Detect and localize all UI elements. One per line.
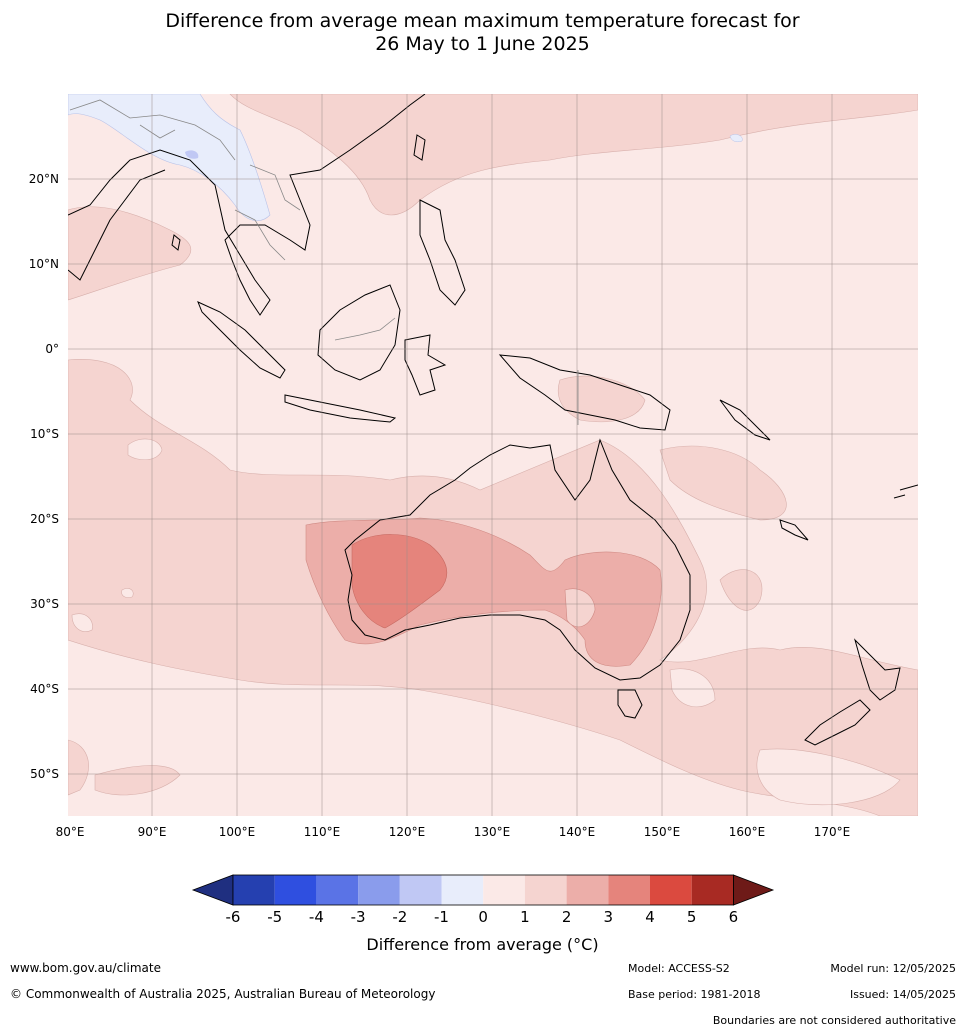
- issued-text: Issued: 14/05/2025: [849, 988, 956, 1001]
- colorbar-segment: [524, 875, 567, 905]
- colorbar-segment: [566, 875, 609, 905]
- colorbar-tick: -3: [351, 908, 366, 926]
- colorbar-segment: [274, 875, 317, 905]
- forecast-map: 80°E 90°E 100°E 110°E 120°E 130°E 140°E …: [29, 94, 918, 839]
- coastlines: [68, 94, 918, 746]
- lat-tick-40s: 40°S: [30, 682, 59, 696]
- colorbar-tick: 0: [478, 908, 488, 926]
- colorbar-tick: -6: [226, 908, 241, 926]
- graticule: [68, 94, 918, 816]
- colorbar-segment: [233, 875, 275, 905]
- country-borders: [69, 99, 579, 425]
- map-title: Difference from average mean maximum tem…: [0, 10, 965, 56]
- model-run-text: Model run: 12/05/2025: [830, 962, 956, 975]
- colorbar-label: Difference from average (°C): [366, 935, 599, 954]
- title-line-1: Difference from average mean maximum tem…: [165, 10, 800, 32]
- lat-tick-20s: 20°S: [30, 512, 59, 526]
- colorbar-tick: 1: [520, 908, 530, 926]
- colorbar-segment: [441, 875, 484, 905]
- colorbar-arrow-low: [191, 874, 234, 906]
- colorbar-tick: 3: [604, 908, 614, 926]
- anomaly-zone-3-4: [351, 534, 448, 629]
- colorbar-segment: [691, 875, 734, 905]
- lat-tick-30s: 30°S: [30, 597, 59, 611]
- lon-tick-100: 100°E: [219, 825, 256, 839]
- colorbar-arrow-high: [733, 874, 775, 906]
- anomaly-zone-neg1-0: [68, 94, 271, 222]
- base-period-text: Base period: 1981-2018: [628, 988, 761, 1001]
- lon-tick-120: 120°E: [389, 825, 426, 839]
- title-line-2: 26 May to 1 June 2025: [375, 33, 590, 55]
- copyright-text: © Commonwealth of Australia 2025, Austra…: [10, 987, 436, 1001]
- lat-tick-0: 0°: [45, 342, 59, 356]
- lat-tick-50s: 50°S: [30, 767, 59, 781]
- colorbar: -6 -5 -4 -3 -2 -1 0 1 2 3 4 5 6: [191, 874, 775, 926]
- colorbar-swatches: [191, 874, 775, 906]
- colorbar-tick: -1: [434, 908, 449, 926]
- colorbar-segment: [399, 875, 442, 905]
- lon-tick-labels: 80°E 90°E 100°E 110°E 120°E 130°E 140°E …: [56, 825, 851, 839]
- model-text: Model: ACCESS-S2: [628, 962, 730, 975]
- colorbar-tick: 5: [687, 908, 697, 926]
- colorbar-tick: 2: [562, 908, 572, 926]
- colorbar-segment: [608, 875, 650, 905]
- lon-tick-80: 80°E: [56, 825, 85, 839]
- colorbar-tick: 4: [645, 908, 655, 926]
- lon-tick-130: 130°E: [474, 825, 511, 839]
- lon-tick-170: 170°E: [814, 825, 851, 839]
- colorbar-outline: [232, 874, 734, 906]
- lon-tick-110: 110°E: [304, 825, 341, 839]
- website-link[interactable]: www.bom.gov.au/climate: [10, 961, 161, 975]
- lat-tick-10n: 10°N: [29, 257, 59, 271]
- lon-tick-150: 150°E: [644, 825, 681, 839]
- colorbar-tick: -5: [267, 908, 282, 926]
- colorbar-tick: 6: [729, 908, 739, 926]
- colorbar-segment: [316, 875, 359, 905]
- colorbar-tick: -2: [392, 908, 407, 926]
- lon-tick-90: 90°E: [138, 825, 167, 839]
- lat-tick-20n: 20°N: [29, 172, 59, 186]
- colorbar-segment: [650, 875, 692, 905]
- colorbar-tick-labels: -6 -5 -4 -3 -2 -1 0 1 2 3 4 5 6: [226, 908, 739, 926]
- colorbar-tick: -4: [309, 908, 324, 926]
- lat-tick-10s: 10°S: [30, 427, 59, 441]
- colorbar-segment: [483, 875, 525, 905]
- lon-tick-160: 160°E: [729, 825, 766, 839]
- lon-tick-140: 140°E: [559, 825, 596, 839]
- lat-tick-labels: 20°N 10°N 0° 10°S 20°S 30°S 40°S 50°S: [29, 172, 59, 781]
- disclaimer-text: Boundaries are not considered authoritat…: [712, 1014, 956, 1027]
- colorbar-segment: [358, 875, 400, 905]
